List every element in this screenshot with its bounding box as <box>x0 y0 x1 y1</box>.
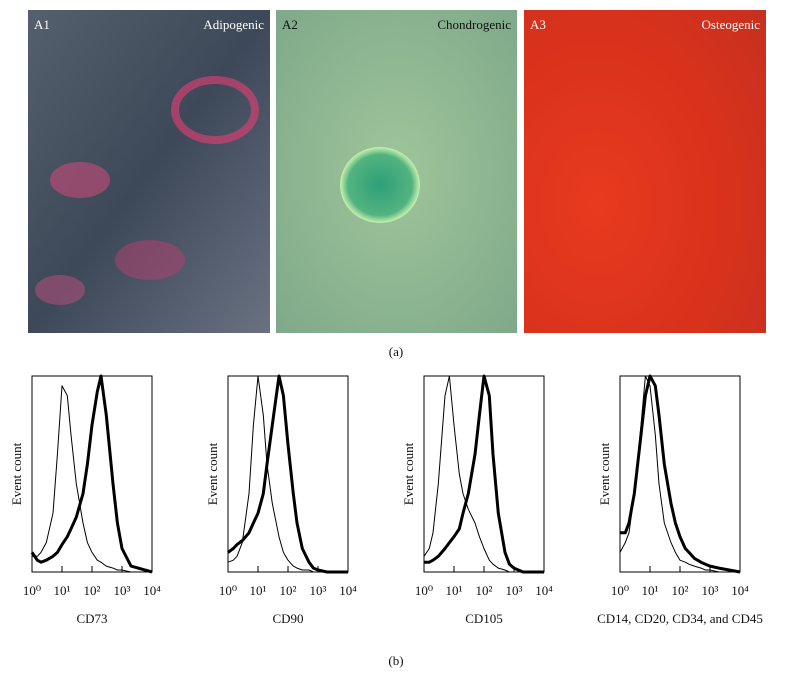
x-axis-label: CD14, CD20, CD34, and CD45 <box>597 611 763 626</box>
plot-frame <box>31 375 153 573</box>
image-label: A2 <box>282 17 298 32</box>
x-tick-label: 10³ <box>506 583 523 598</box>
x-tick-label: 10⁰ <box>611 583 629 598</box>
histogram: 10⁰ 10¹ 10² 10³ 10⁴ CD73 Event count <box>9 374 161 626</box>
histogram-line <box>620 374 741 574</box>
x-axis-label: CD73 <box>76 611 107 626</box>
x-tick-label: 10¹ <box>54 583 71 598</box>
x-tick-label: 10² <box>280 583 297 598</box>
histogram: 10⁰ 10¹ 10² 10³ 10⁴ CD90 Event count <box>205 374 357 626</box>
x-tick-label: 10¹ <box>446 583 463 598</box>
histogram: 10⁰ 10¹ 10² 10³ 10⁴ CD14, CD20, CD34, and CD4… <box>597 374 763 626</box>
histogram-line <box>227 375 348 573</box>
y-axis-label: Event count <box>9 442 24 505</box>
image-title: Osteogenic <box>702 17 761 32</box>
image-title: Adipogenic <box>203 17 264 32</box>
x-tick-label: 10² <box>476 583 493 598</box>
caption: (b) <box>388 653 403 668</box>
histogram-line <box>32 385 152 573</box>
x-tick-label: 10⁰ <box>23 583 41 598</box>
x-tick-label: 10³ <box>702 583 719 598</box>
x-tick-label: 10⁴ <box>143 583 161 598</box>
image-label: A1 <box>34 17 50 32</box>
x-tick-label: 10¹ <box>250 583 267 598</box>
histogram-line <box>423 375 544 573</box>
x-axis-label: CD105 <box>465 611 503 626</box>
caption: (a) <box>389 344 403 359</box>
x-axis-label: CD90 <box>272 611 303 626</box>
y-axis-label: Event count <box>597 442 612 505</box>
image-label: A3 <box>530 17 546 32</box>
x-tick-label: 10³ <box>310 583 327 598</box>
image-chondrogenic: A2 Chondrogenic <box>276 10 517 333</box>
histogram: 10⁰ 10¹ 10² 10³ 10⁴ CD105 Event count <box>401 374 553 626</box>
histogram-line <box>424 374 544 574</box>
y-axis-label: Event count <box>205 442 220 505</box>
x-tick-label: 10¹ <box>642 583 659 598</box>
image-adipogenic: A1 Adipogenic <box>28 10 270 333</box>
x-tick-label: 10⁰ <box>415 583 433 598</box>
x-tick-label: 10⁴ <box>535 583 553 598</box>
x-tick-label: 10³ <box>114 583 131 598</box>
x-tick-label: 10⁴ <box>731 583 749 598</box>
image-osteogenic: A3 Osteogenic <box>524 10 766 333</box>
plot-frame <box>423 375 545 573</box>
histogram-line <box>227 374 348 574</box>
x-tick-label: 10⁴ <box>339 583 357 598</box>
histogram-line <box>30 374 153 574</box>
x-tick-label: 10⁰ <box>219 583 237 598</box>
plot-frame <box>227 375 349 573</box>
y-axis-label: Event count <box>401 442 416 505</box>
x-tick-label: 10² <box>84 583 101 598</box>
x-tick-label: 10² <box>672 583 689 598</box>
image-title: Chondrogenic <box>437 17 511 32</box>
